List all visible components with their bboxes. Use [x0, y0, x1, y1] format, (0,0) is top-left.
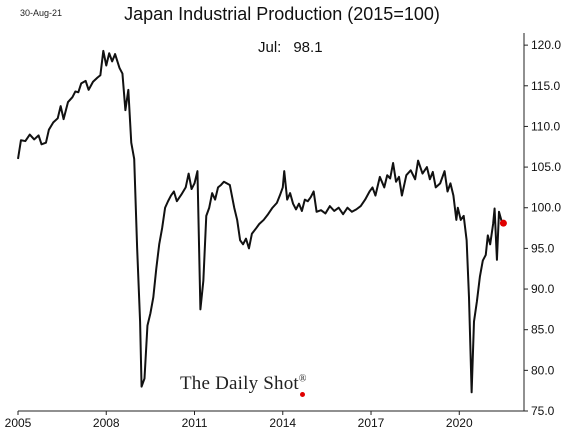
x-tick-label: 2011: [182, 416, 208, 430]
y-tick-label: 80.0: [531, 363, 555, 377]
y-tick-label: 110.0: [531, 119, 560, 133]
x-tick-label: 2014: [269, 416, 296, 430]
annotation-value: 98.1: [293, 39, 323, 56]
y-tick-label: 115.0: [531, 79, 560, 93]
date-stamp: 30-Aug-21: [20, 8, 63, 18]
y-tick-label: 85.0: [531, 323, 555, 337]
latest-point-marker: [499, 219, 507, 227]
y-tick-label: 105.0: [531, 160, 561, 174]
y-tick-label: 95.0: [531, 241, 555, 255]
watermark-registered-mark: ®: [298, 373, 307, 385]
x-tick-label: 2005: [5, 416, 32, 430]
series-line: [17, 49, 504, 394]
x-tick-label: 2008: [93, 416, 120, 430]
watermark-logo: The Daily Shot®: [180, 373, 307, 395]
x-tick-label: 2017: [358, 416, 385, 430]
watermark-text: The Daily Shot: [180, 373, 299, 394]
chart-title: Japan Industrial Production (2015=100): [124, 4, 440, 24]
y-tick-label: 100.0: [531, 201, 561, 215]
annotation-label: Jul:: [258, 39, 282, 56]
y-tick-label: 120.0: [531, 38, 561, 52]
y-tick-label: 75.0: [531, 404, 555, 418]
watermark-dot: [300, 392, 305, 397]
x-tick-label: 2020: [446, 416, 473, 430]
latest-value-annotation: Jul: 98.1: [258, 39, 323, 56]
y-tick-label: 90.0: [531, 282, 555, 296]
